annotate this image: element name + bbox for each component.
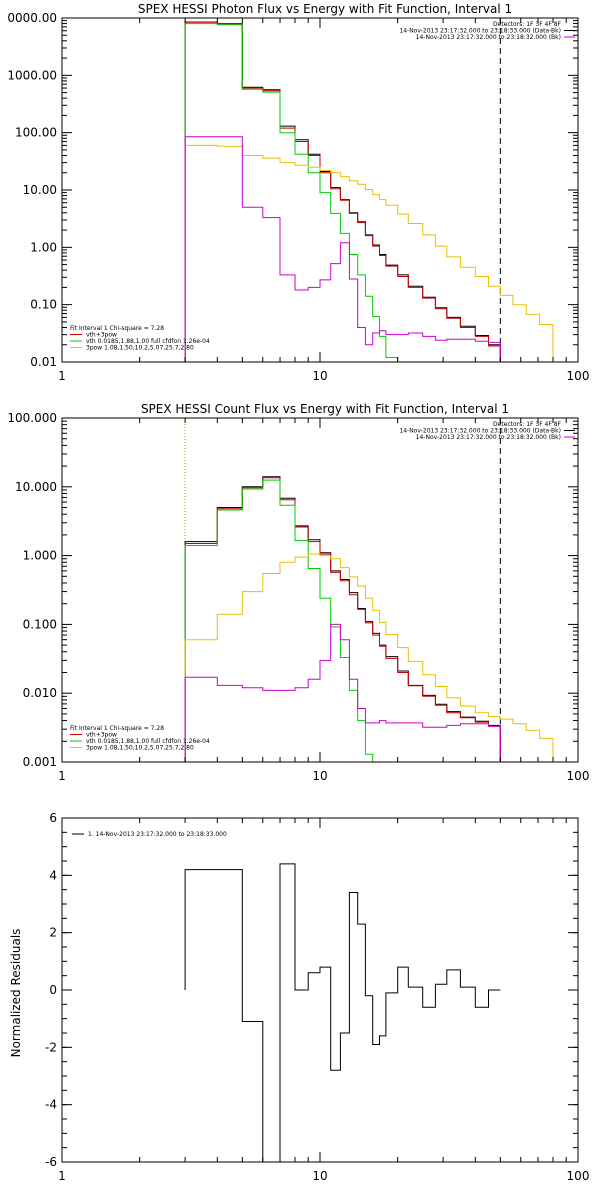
residuals-ytick-label: 2 — [49, 926, 57, 940]
photon-flux-title: SPEX HESSI Photon Flux vs Energy with Fi… — [138, 2, 512, 16]
count-flux-series-vth — [184, 479, 380, 762]
residuals-legend-label: 1. 14-Nov-2013 23:17:32.000 to 23:18:33.… — [88, 831, 227, 838]
count-flux-ytick-label: 1.000 — [23, 549, 57, 563]
photon-flux-xtick-label: 10 — [312, 369, 327, 383]
photon-flux-series-vth — [184, 23, 409, 362]
count-flux-ytick-label: 0.100 — [23, 617, 57, 631]
count-flux-legend-label: Detectors: 1F 3F 4F 8F — [493, 421, 562, 428]
photon-flux-panel: SPEX HESSI Photon Flux vs Energy with Fi… — [7, 2, 589, 383]
photon-flux-xtick-label: 100 — [567, 369, 590, 383]
count-flux-axes: 1 10 100 0.001 0.010 0.100 1.000 10.000 100.000 — [7, 411, 589, 783]
residuals-panel: Normalized Residuals 1. 14-Nov-2013 23:1… — [9, 811, 589, 1183]
count-flux-ytick-label: 0.010 — [23, 686, 57, 700]
photon-flux-legend-label: 14-Nov-2013 23:17:32.000 to 23:18:32.000… — [416, 34, 561, 41]
count-flux-xtick-label: 10 — [312, 769, 327, 783]
photon-flux-axes: 1 10 100 0.01 0.10 1.00 10.00 100.00 1000.00 0000… — [7, 11, 589, 383]
photon-flux-legend-label: Detectors: 1F 3F 4F 8F — [493, 21, 562, 28]
photon-flux-ytick-label: 1.00 — [30, 240, 57, 254]
photon-flux-ytick-label: 0.10 — [30, 298, 57, 312]
photon-flux-marks — [184, 18, 554, 362]
count-flux-marks — [184, 418, 554, 762]
photon-flux-series-vth-3pow — [184, 21, 501, 362]
photon-flux-fit-legend-label: Fit Interval 1 Chi-square = 7.28 — [70, 325, 164, 332]
count-flux-legend-label: 14-Nov-2013 23:17:32.000 to 23:18:32.000… — [416, 434, 561, 441]
residuals-xtick-label: 1 — [58, 1169, 66, 1183]
count-flux-ytick-label: 0.001 — [23, 755, 57, 769]
photon-flux-fit-legend-label: 3pow 1.08,1.50,10.2,5.07,25.7,2.80 — [86, 345, 194, 352]
residuals-xtick-label: 100 — [567, 1169, 590, 1183]
photon-flux-fit-legend-label: vth+3pow — [86, 332, 117, 339]
count-flux-xtick-label: 100 — [567, 769, 590, 783]
residuals-series-1-14-nov-2013-23-17-32-000-to-23-18-33-000 — [184, 863, 501, 1162]
count-flux-series-3pow — [184, 553, 554, 762]
photon-flux-series-data-bk — [184, 21, 501, 362]
photon-flux-ytick-label: 1000.00 — [7, 68, 57, 82]
count-flux-legend-label: 14-Nov-2013 23:17:32.000 to 23:18:33.000… — [399, 428, 561, 435]
count-flux-panel: SPEX HESSI Count Flux vs Energy with Fit… — [7, 402, 589, 783]
photon-flux-ytick-label: 100.00 — [15, 126, 57, 140]
photon-flux-ytick-label: 0000.00 — [7, 11, 57, 25]
count-flux-fit-legend-label: vth+3pow — [86, 732, 117, 739]
residuals-ytick-label: -4 — [45, 1098, 57, 1112]
count-flux-series-bk — [184, 623, 501, 762]
residuals-ytick-label: -2 — [45, 1040, 57, 1054]
residuals-ytick-label: -6 — [45, 1155, 57, 1169]
count-flux-title: SPEX HESSI Count Flux vs Energy with Fit… — [141, 402, 509, 416]
count-flux-series-data-bk — [184, 476, 501, 762]
photon-flux-legend-label: 14-Nov-2013 23:17:32.000 to 23:18:33.000… — [399, 28, 561, 35]
residuals-ytick-label: 4 — [49, 868, 57, 882]
residuals-marks — [184, 863, 501, 1162]
count-flux-fit-legend-label: 3pow 1.08,1.50,10.2,5.07,25.7,2.80 — [86, 745, 194, 752]
residuals-xtick-label: 10 — [312, 1169, 327, 1183]
residuals-ytick-label: 6 — [49, 811, 57, 825]
photon-flux-ytick-label: 10.00 — [23, 183, 57, 197]
photon-flux-xtick-label: 1 — [58, 369, 66, 383]
residuals-ylabel: Normalized Residuals — [9, 929, 23, 1058]
residuals-legend: 1. 14-Nov-2013 23:17:32.000 to 23:18:33.… — [72, 831, 227, 838]
count-flux-series-vth-3pow — [184, 477, 501, 762]
photon-flux-series-bk — [184, 136, 501, 362]
count-flux-ytick-label: 10.000 — [15, 480, 57, 494]
photon-flux-series-3pow — [184, 144, 554, 362]
count-flux-fit-legend-label: Fit Interval 1 Chi-square = 7.28 — [70, 725, 164, 732]
photon-flux-fit-legend-label: vth 0.0185,1.88,1.00 full cfdfon 1.26e-0… — [86, 338, 210, 345]
photon-flux-ytick-label: 0.01 — [30, 355, 57, 369]
residuals-plot-frame — [61, 817, 579, 1163]
count-flux-ytick-label: 100.000 — [7, 411, 57, 425]
count-flux-xtick-label: 1 — [58, 769, 66, 783]
residuals-ytick-label: 0 — [49, 983, 57, 997]
residuals-axes: 1 10 100 -6 -4 -2 0 2 4 6 — [45, 811, 589, 1183]
count-flux-fit-legend-label: vth 0.0185,1.88,1.00 full cfdfon 1.26e-0… — [86, 738, 210, 745]
